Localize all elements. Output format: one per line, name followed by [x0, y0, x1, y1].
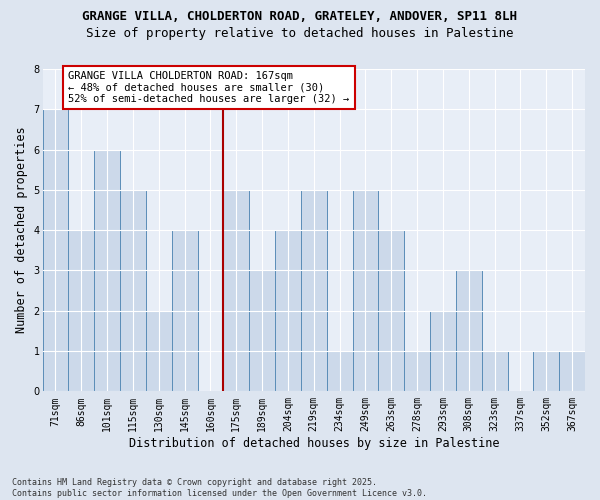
Bar	[68, 230, 94, 392]
Bar	[223, 190, 249, 392]
Bar	[275, 230, 301, 392]
Bar	[327, 351, 353, 392]
Bar	[146, 310, 172, 392]
Bar	[379, 230, 404, 392]
Y-axis label: Number of detached properties: Number of detached properties	[15, 127, 28, 334]
Bar	[94, 150, 120, 392]
Bar	[120, 190, 146, 392]
Bar	[430, 310, 456, 392]
Bar	[301, 190, 327, 392]
Bar	[559, 351, 585, 392]
Text: Contains HM Land Registry data © Crown copyright and database right 2025.
Contai: Contains HM Land Registry data © Crown c…	[12, 478, 427, 498]
Bar	[353, 190, 379, 392]
Bar	[172, 230, 197, 392]
Text: GRANGE VILLA CHOLDERTON ROAD: 167sqm
← 48% of detached houses are smaller (30)
5: GRANGE VILLA CHOLDERTON ROAD: 167sqm ← 4…	[68, 71, 350, 104]
Text: Size of property relative to detached houses in Palestine: Size of property relative to detached ho…	[86, 28, 514, 40]
Bar	[456, 270, 482, 392]
Bar	[404, 351, 430, 392]
X-axis label: Distribution of detached houses by size in Palestine: Distribution of detached houses by size …	[128, 437, 499, 450]
Bar	[533, 351, 559, 392]
Text: GRANGE VILLA, CHOLDERTON ROAD, GRATELEY, ANDOVER, SP11 8LH: GRANGE VILLA, CHOLDERTON ROAD, GRATELEY,…	[83, 10, 517, 23]
Bar	[482, 351, 508, 392]
Bar	[249, 270, 275, 392]
Bar	[43, 110, 68, 392]
